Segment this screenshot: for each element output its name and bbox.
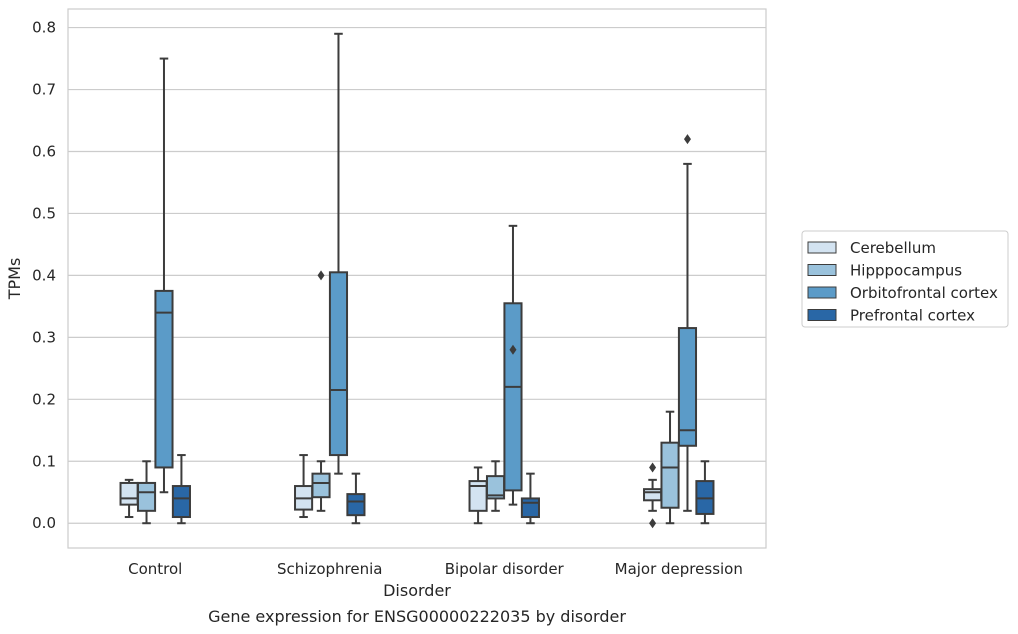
box-iqr [643,488,663,502]
legend-label: Orbitofrontal cortex [850,284,998,302]
box-cerebellum [119,478,139,519]
box-iqr [171,485,191,519]
legend: Cerebellum Hipppocampus Orbitofrontal cort… [801,230,1009,328]
outlier-point [317,270,325,281]
outlier-point [649,518,657,529]
outlier-point [649,462,657,473]
box-hipppocampus [311,270,331,512]
box-iqr [136,481,157,512]
x-tick-label: Bipolar disorder [445,560,565,578]
y-axis-label: TPMs [5,258,24,301]
box-cerebellum [468,466,488,525]
box-orbitofrontal-cortex [328,32,349,475]
box-iqr [503,302,523,492]
legend-label: Prefrontal cortex [850,307,975,325]
box-orbitofrontal-cortex [154,57,174,494]
legend-swatch [807,309,837,321]
box-hipppocampus [136,460,157,525]
x-tick-label: Schizophrenia [277,560,382,578]
box-orbitofrontal-cortex [677,134,698,512]
box-orbitofrontal-cortex [503,224,523,506]
box-iqr [660,441,680,509]
box-iqr [154,289,174,469]
chart-title: Gene expression for ENSG00000222035 by d… [208,607,626,626]
outlier-point [509,344,517,355]
legend-swatch [807,264,837,276]
legend-swatch [807,286,837,299]
box-prefrontal-cortex [171,454,191,525]
box-iqr [311,472,331,499]
legend-label: Cerebellum [850,239,936,257]
y-tick-label: 0.3 [32,328,56,346]
box-hipppocampus [660,410,680,525]
gridlines [68,26,766,524]
box-prefrontal-cortex [346,472,366,525]
y-tick-label: 0.6 [32,142,56,160]
box-prefrontal-cortex [695,460,715,525]
x-axis-label: Disorder [383,581,451,600]
box-iqr [328,271,349,457]
y-tick-label: 0.2 [32,390,56,408]
box-prefrontal-cortex [520,472,540,525]
box-iqr [677,327,698,447]
legend-swatch [807,241,837,254]
box-cerebellum [294,454,314,519]
x-tick-labels: Control Schizophrenia Bipolar disorder Majo… [128,560,743,578]
legend-label: Hipppocampus [850,262,962,280]
x-tick-label: Control [128,560,182,578]
y-tick-label: 0.8 [32,19,56,37]
y-tick-label: 0.7 [32,81,56,99]
y-tick-label: 0.1 [32,452,56,470]
box-iqr [520,497,540,519]
legend-frame [801,230,1009,328]
x-tick-label: Major depression [615,560,743,578]
box-iqr [346,493,366,517]
y-tick-labels: 0.0 0.1 0.2 0.3 0.4 0.5 0.6 0.7 0.8 [32,19,56,533]
plot-frame [67,8,767,549]
y-tick-label: 0.0 [32,514,56,532]
y-tick-label: 0.4 [32,266,56,284]
box-iqr [119,481,139,506]
outlier-point [683,134,691,145]
box-series [119,32,715,529]
y-tick-label: 0.5 [32,204,56,222]
box-hipppocampus [485,460,506,512]
box-cerebellum [643,462,663,529]
